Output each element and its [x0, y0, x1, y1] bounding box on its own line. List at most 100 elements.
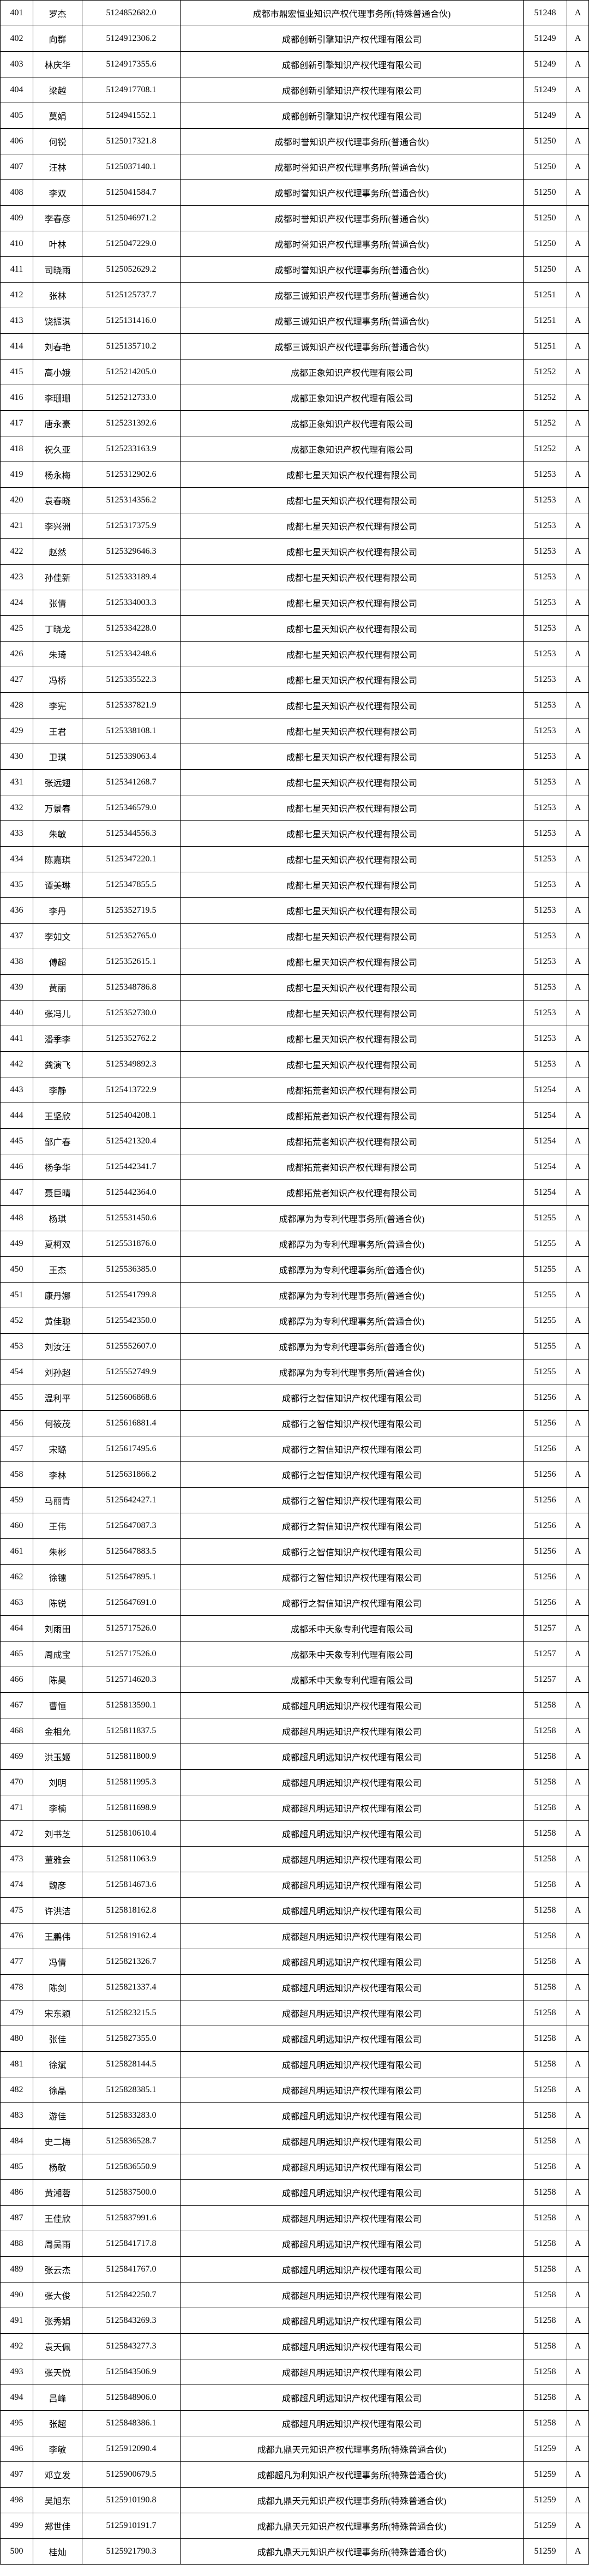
table-cell: 51258 — [524, 1693, 567, 1718]
table-cell: 袁天佩 — [33, 2334, 82, 2359]
table-cell: 黄湘蓉 — [33, 2180, 82, 2206]
table-cell: 成都厚为为专利代理事务所(普通合伙) — [181, 1231, 524, 1257]
table-cell: 431 — [1, 770, 33, 795]
table-cell: 王佳欣 — [33, 2206, 82, 2231]
table-cell: 陈昊 — [33, 1667, 82, 1693]
table-cell: 403 — [1, 52, 33, 77]
table-cell: 449 — [1, 1231, 33, 1257]
table-cell: A — [567, 257, 589, 283]
table-cell: 51258 — [524, 1975, 567, 2000]
table-cell: 祝久亚 — [33, 436, 82, 462]
table-cell: 462 — [1, 1565, 33, 1590]
table-cell: A — [567, 1154, 589, 1180]
table-cell: 5125717526.0 — [82, 1642, 181, 1667]
table-cell: 51253 — [524, 744, 567, 770]
table-cell: 51258 — [524, 1795, 567, 1821]
table-cell: A — [567, 2206, 589, 2231]
table-row: 451康丹娜5125541799.8成都厚为为专利代理事务所(普通合伙)5125… — [1, 1283, 589, 1308]
table-cell: A — [567, 924, 589, 949]
table-cell: 李双 — [33, 180, 82, 206]
table-cell: A — [567, 1949, 589, 1975]
table-cell: A — [567, 1257, 589, 1283]
table-cell: 51258 — [524, 2283, 567, 2308]
table-cell: 51252 — [524, 360, 567, 385]
table-cell: 李兴洲 — [33, 513, 82, 539]
table-cell: 51258 — [524, 1949, 567, 1975]
table-cell: 5125047229.0 — [82, 231, 181, 257]
table-row: 476王鹏伟5125819162.4成都超凡明远知识产权代理有限公司51258A — [1, 1924, 589, 1949]
table-row: 406何锐5125017321.8成都时誉知识产权代理事务所(普通合伙)5125… — [1, 129, 589, 154]
table-cell: 5125814673.6 — [82, 1872, 181, 1898]
table-cell: 51252 — [524, 411, 567, 436]
table-cell: 488 — [1, 2231, 33, 2257]
table-cell: 5125541799.8 — [82, 1283, 181, 1308]
table-cell: 李丹 — [33, 898, 82, 924]
table-cell: 442 — [1, 1052, 33, 1077]
table-cell: 成都超凡明远知识产权代理有限公司 — [181, 1744, 524, 1770]
table-cell: 5125334248.6 — [82, 642, 181, 667]
table-cell: 5125818162.8 — [82, 1898, 181, 1924]
table-cell: 5125617495.6 — [82, 1436, 181, 1462]
table-cell: 成都超凡明远知识产权代理有限公司 — [181, 2283, 524, 2308]
table-cell: 51258 — [524, 1924, 567, 1949]
table-cell: 5125346579.0 — [82, 795, 181, 821]
table-cell: 5125135710.2 — [82, 334, 181, 360]
table-cell: 曹恒 — [33, 1693, 82, 1718]
table-cell: 成都厚为为专利代理事务所(普通合伙) — [181, 1359, 524, 1385]
table-cell: 黄丽 — [33, 975, 82, 1001]
table-cell: 51253 — [524, 924, 567, 949]
table-cell: 411 — [1, 257, 33, 283]
table-cell: 司晓雨 — [33, 257, 82, 283]
table-cell: 成都超凡明远知识产权代理有限公司 — [181, 2411, 524, 2436]
table-cell: 叶林 — [33, 231, 82, 257]
table-cell: 51257 — [524, 1642, 567, 1667]
table-cell: 杨敬 — [33, 2154, 82, 2180]
table-cell: A — [567, 308, 589, 334]
table-cell: 51256 — [524, 1513, 567, 1539]
table-cell: 刘明 — [33, 1770, 82, 1795]
table-cell: 51249 — [524, 52, 567, 77]
table-cell: 479 — [1, 2000, 33, 2026]
table-row: 413饶振淇5125131416.0成都三诚知识产权代理事务所(普通合伙)512… — [1, 308, 589, 334]
table-row: 441潘季李5125352762.2成都七星天知识产权代理有限公司51253A — [1, 1026, 589, 1052]
table-cell: A — [567, 411, 589, 436]
table-cell: 5125810610.4 — [82, 1821, 181, 1847]
table-cell: 成都超凡明远知识产权代理有限公司 — [181, 2000, 524, 2026]
table-cell: A — [567, 1744, 589, 1770]
table-cell: A — [567, 1206, 589, 1231]
table-cell: 马丽青 — [33, 1488, 82, 1513]
table-cell: 陈锐 — [33, 1590, 82, 1616]
table-cell: 458 — [1, 1462, 33, 1488]
table-cell: 51256 — [524, 1462, 567, 1488]
table-cell: 成都七星天知识产权代理有限公司 — [181, 795, 524, 821]
table-cell: 成都七星天知识产权代理有限公司 — [181, 949, 524, 975]
table-cell: 冯桥 — [33, 667, 82, 693]
table-cell: 51258 — [524, 2385, 567, 2411]
table-cell: 成都七星天知识产权代理有限公司 — [181, 513, 524, 539]
table-cell: 489 — [1, 2257, 33, 2283]
table-row: 421李兴洲5125317375.9成都七星天知识产权代理有限公司51253A — [1, 513, 589, 539]
table-cell: 周成宝 — [33, 1642, 82, 1667]
table-row: 466陈昊5125714620.3成都禾中天象专利代理有限公司51257A — [1, 1667, 589, 1693]
table-cell: 成都七星天知识产权代理有限公司 — [181, 488, 524, 513]
table-cell: 5125837991.6 — [82, 2206, 181, 2231]
table-cell: 陈嘉琪 — [33, 847, 82, 872]
table-row: 482徐晶5125828385.1成都超凡明远知识产权代理有限公司51258A — [1, 2077, 589, 2103]
table-cell: 成都超凡明远知识产权代理有限公司 — [181, 2026, 524, 2052]
table-cell: 455 — [1, 1385, 33, 1411]
table-row: 447聂巨晴5125442364.0成都拓荒者知识产权代理有限公司51254A — [1, 1180, 589, 1206]
table-cell: 成都时誉知识产权代理事务所(普通合伙) — [181, 206, 524, 231]
table-row: 433朱敏5125344556.3成都七星天知识产权代理有限公司51253A — [1, 821, 589, 847]
table-cell: 刘书芝 — [33, 1821, 82, 1847]
table-cell: 成都超凡明远知识产权代理有限公司 — [181, 2385, 524, 2411]
table-cell: 5125606868.6 — [82, 1385, 181, 1411]
table-cell: 成都三诚知识产权代理事务所(普通合伙) — [181, 283, 524, 308]
table-cell: 424 — [1, 590, 33, 616]
table-cell: 5125841767.0 — [82, 2257, 181, 2283]
table-cell: 469 — [1, 1744, 33, 1770]
table-cell: 485 — [1, 2154, 33, 2180]
table-cell: 5125231392.6 — [82, 411, 181, 436]
table-cell: A — [567, 1975, 589, 2000]
table-cell: 51258 — [524, 2026, 567, 2052]
table-row: 426朱琦5125334248.6成都七星天知识产权代理有限公司51253A — [1, 642, 589, 667]
